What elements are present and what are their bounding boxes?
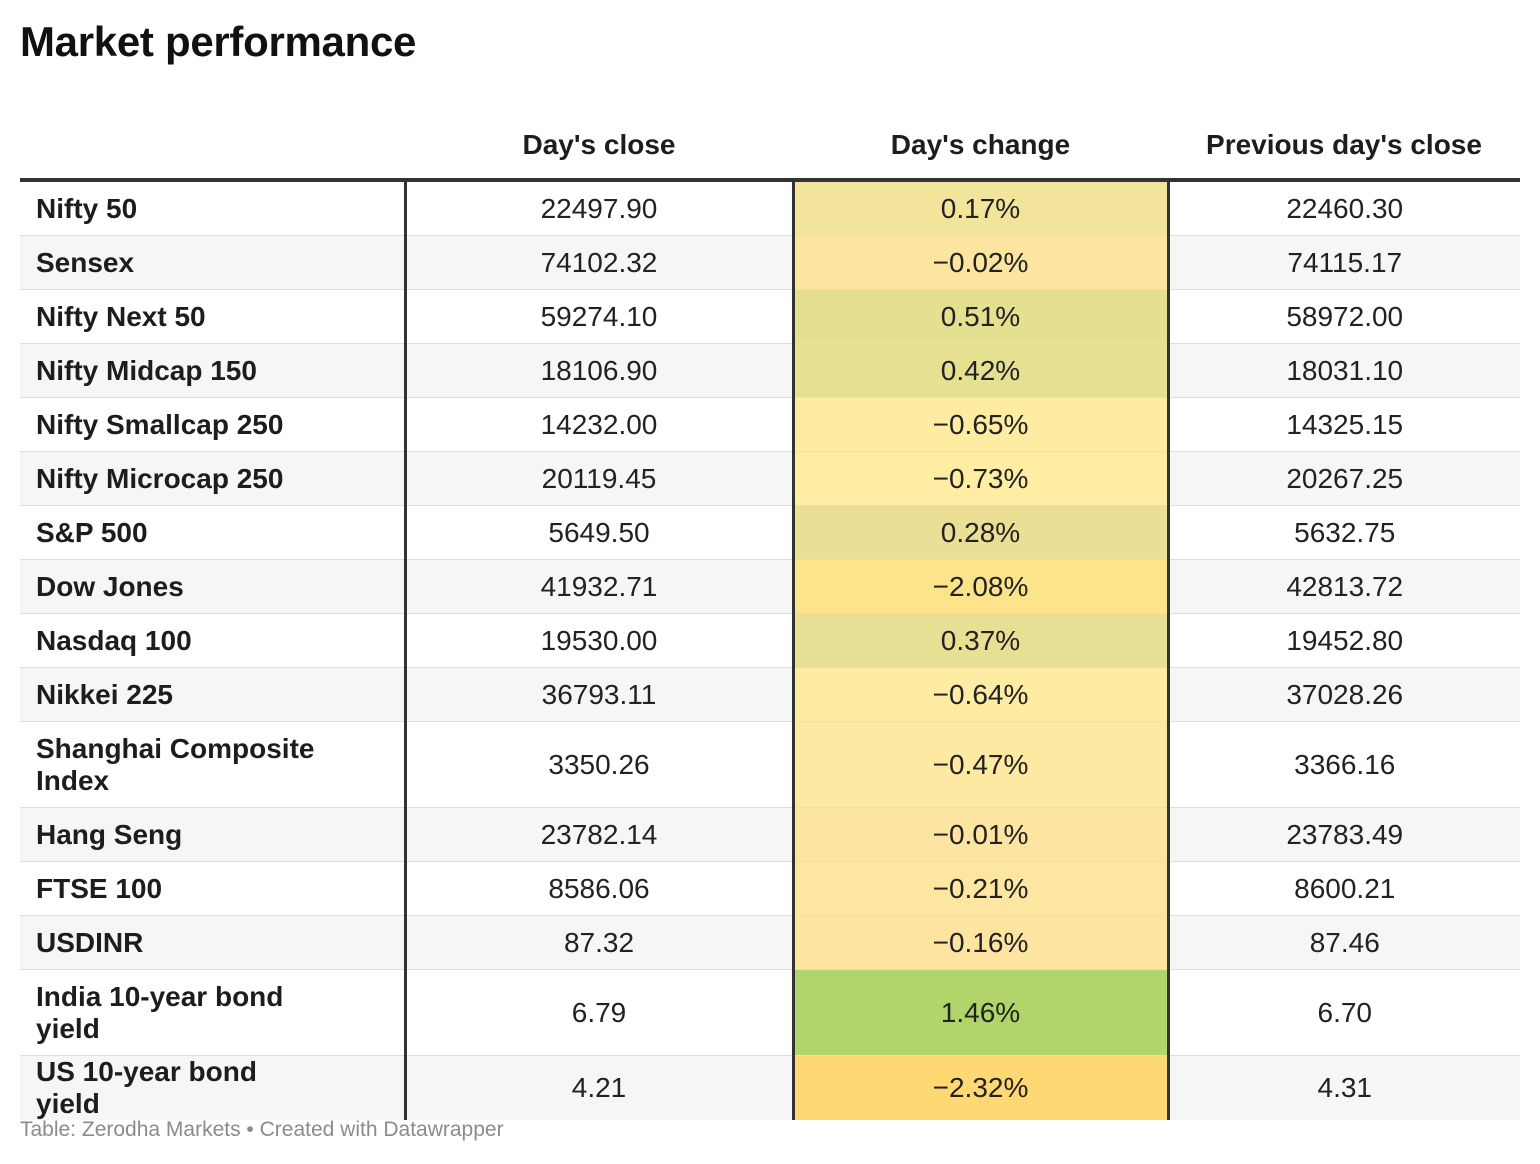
table-row: Nikkei 225 36793.11 −0.64% 37028.26	[20, 667, 1520, 722]
row-name-cell: Nasdaq 100	[20, 613, 407, 668]
row-name-cell: Nifty 50	[20, 180, 407, 236]
previous-close-cell: 6.70	[1168, 969, 1520, 1056]
days-close-cell: 74102.32	[405, 235, 795, 290]
days-change-cell: −2.32%	[793, 1055, 1170, 1120]
days-change-cell: 1.46%	[793, 969, 1170, 1056]
days-close-cell: 87.32	[405, 915, 795, 970]
table-row: Shanghai Composite Index 3350.26 −0.47% 336…	[20, 721, 1520, 808]
table-header-row: Day's close Day's change Previous day's …	[20, 112, 1520, 182]
chart-title: Market performance	[20, 18, 417, 65]
days-change-cell: −2.08%	[793, 559, 1170, 614]
row-name-cell: Dow Jones	[20, 559, 407, 614]
row-name-cell: Nikkei 225	[20, 667, 407, 722]
days-change-cell: −0.01%	[793, 807, 1170, 862]
previous-close-cell: 5632.75	[1168, 505, 1520, 560]
days-change-cell: −0.73%	[793, 451, 1170, 506]
row-name-cell: S&P 500	[20, 505, 407, 560]
header-previous-close: Previous day's close	[1168, 112, 1520, 182]
table-row: USDINR 87.32 −0.16% 87.46	[20, 915, 1520, 970]
previous-close-cell: 4.31	[1168, 1055, 1520, 1120]
days-close-cell: 23782.14	[405, 807, 795, 862]
days-change-cell: 0.37%	[793, 613, 1170, 668]
days-change-cell: 0.42%	[793, 343, 1170, 398]
row-name-cell: Shanghai Composite Index	[20, 721, 407, 808]
table-row: Hang Seng 23782.14 −0.01% 23783.49	[20, 807, 1520, 862]
days-close-cell: 36793.11	[405, 667, 795, 722]
table-row: US 10-year bond yield 4.21 −2.32% 4.31	[20, 1055, 1520, 1120]
table-body: Nifty 50 22497.90 0.17% 22460.30 Sensex 74102…	[20, 180, 1520, 1120]
previous-close-cell: 74115.17	[1168, 235, 1520, 290]
previous-close-cell: 87.46	[1168, 915, 1520, 970]
header-name	[20, 112, 405, 182]
row-name-cell: USDINR	[20, 915, 407, 970]
previous-close-cell: 3366.16	[1168, 721, 1520, 808]
days-change-cell: −0.64%	[793, 667, 1170, 722]
days-close-cell: 4.21	[405, 1055, 795, 1120]
table-row: Nasdaq 100 19530.00 0.37% 19452.80	[20, 613, 1520, 668]
table-row: Sensex 74102.32 −0.02% 74115.17	[20, 235, 1520, 290]
days-change-cell: −0.47%	[793, 721, 1170, 808]
previous-close-cell: 23783.49	[1168, 807, 1520, 862]
days-change-cell: −0.65%	[793, 397, 1170, 452]
row-name-cell: Nifty Smallcap 250	[20, 397, 407, 452]
row-name-cell: Nifty Next 50	[20, 289, 407, 344]
previous-close-cell: 8600.21	[1168, 861, 1520, 916]
row-name-cell: FTSE 100	[20, 861, 407, 916]
header-days-close: Day's close	[405, 112, 793, 182]
previous-close-cell: 58972.00	[1168, 289, 1520, 344]
row-name-cell: Nifty Midcap 150	[20, 343, 407, 398]
days-close-cell: 5649.50	[405, 505, 795, 560]
previous-close-cell: 42813.72	[1168, 559, 1520, 614]
row-name-cell: India 10-year bond yield	[20, 969, 407, 1056]
previous-close-cell: 20267.25	[1168, 451, 1520, 506]
previous-close-cell: 14325.15	[1168, 397, 1520, 452]
table-row: Nifty Smallcap 250 14232.00 −0.65% 14325.15	[20, 397, 1520, 452]
table-row: Nifty Next 50 59274.10 0.51% 58972.00	[20, 289, 1520, 344]
days-close-cell: 14232.00	[405, 397, 795, 452]
previous-close-cell: 19452.80	[1168, 613, 1520, 668]
table-row: FTSE 100 8586.06 −0.21% 8600.21	[20, 861, 1520, 916]
days-close-cell: 18106.90	[405, 343, 795, 398]
days-close-cell: 59274.10	[405, 289, 795, 344]
header-days-change: Day's change	[793, 112, 1168, 182]
days-close-cell: 41932.71	[405, 559, 795, 614]
days-change-cell: −0.16%	[793, 915, 1170, 970]
table-row: India 10-year bond yield 6.79 1.46% 6.70	[20, 969, 1520, 1056]
days-close-cell: 19530.00	[405, 613, 795, 668]
days-change-cell: −0.21%	[793, 861, 1170, 916]
table-row: Nifty Microcap 250 20119.45 −0.73% 20267.25	[20, 451, 1520, 506]
previous-close-cell: 22460.30	[1168, 180, 1520, 236]
table-row: S&P 500 5649.50 0.28% 5632.75	[20, 505, 1520, 560]
days-change-cell: 0.51%	[793, 289, 1170, 344]
days-close-cell: 22497.90	[405, 180, 795, 236]
row-name-cell: Nifty Microcap 250	[20, 451, 407, 506]
days-change-cell: −0.02%	[793, 235, 1170, 290]
days-close-cell: 6.79	[405, 969, 795, 1056]
row-name-cell: US 10-year bond yield	[20, 1055, 407, 1120]
table-row: Nifty Midcap 150 18106.90 0.42% 18031.10	[20, 343, 1520, 398]
previous-close-cell: 37028.26	[1168, 667, 1520, 722]
days-close-cell: 20119.45	[405, 451, 795, 506]
days-close-cell: 3350.26	[405, 721, 795, 808]
table-row: Dow Jones 41932.71 −2.08% 42813.72	[20, 559, 1520, 614]
days-change-cell: 0.17%	[793, 180, 1170, 236]
row-name-cell: Sensex	[20, 235, 407, 290]
table-row: Nifty 50 22497.90 0.17% 22460.30	[20, 180, 1520, 236]
row-name-cell: Hang Seng	[20, 807, 407, 862]
source-note: Table: Zerodha Markets • Created with Da…	[20, 1118, 504, 1141]
market-table: Day's close Day's change Previous day's …	[20, 112, 1520, 1120]
previous-close-cell: 18031.10	[1168, 343, 1520, 398]
days-change-cell: 0.28%	[793, 505, 1170, 560]
days-close-cell: 8586.06	[405, 861, 795, 916]
